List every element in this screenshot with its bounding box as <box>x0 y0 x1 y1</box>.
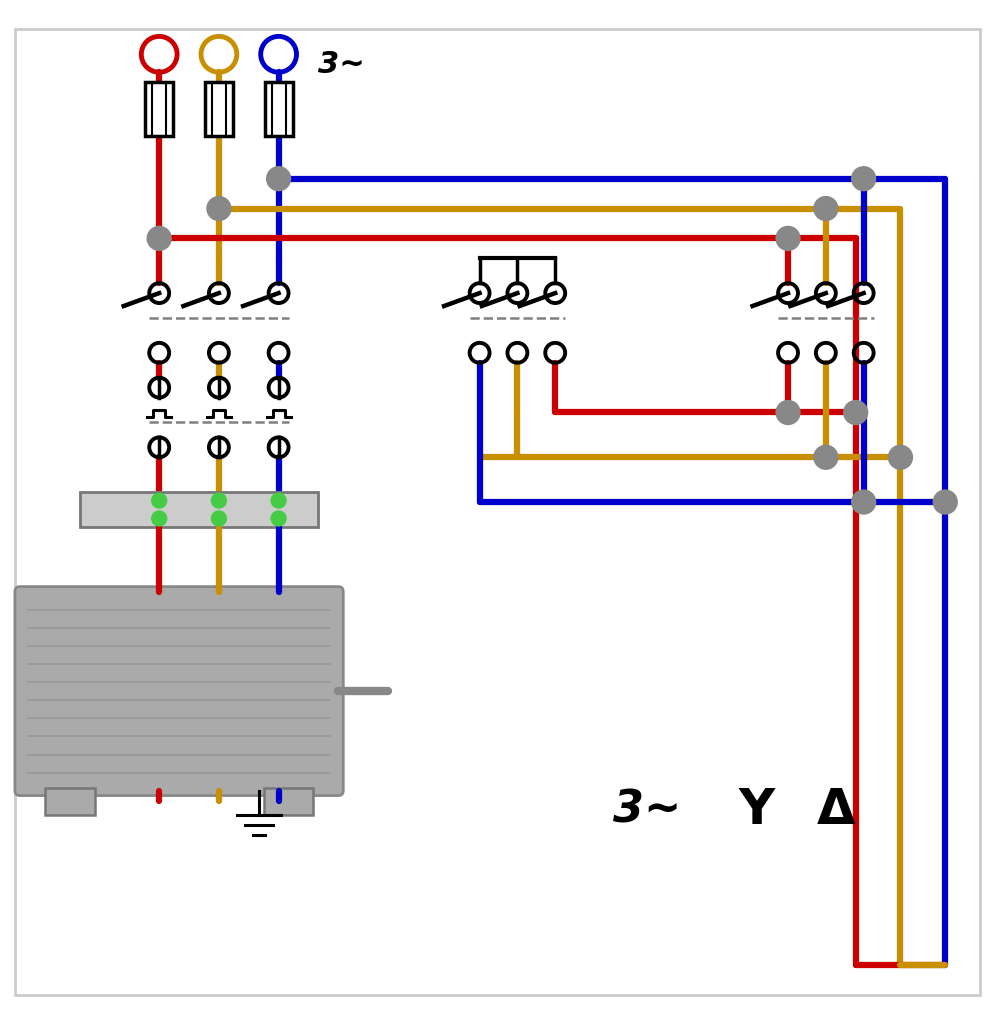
FancyBboxPatch shape <box>15 587 343 796</box>
Bar <box>264 82 292 136</box>
Text: 3~: 3~ <box>318 50 365 79</box>
Circle shape <box>775 400 799 424</box>
Bar <box>263 787 313 815</box>
Text: Υ: Υ <box>738 786 773 835</box>
Text: 3~: 3~ <box>612 790 680 831</box>
Circle shape <box>851 490 875 514</box>
Circle shape <box>888 445 911 469</box>
Circle shape <box>851 167 875 190</box>
Circle shape <box>270 511 286 526</box>
Bar <box>45 787 94 815</box>
Circle shape <box>813 197 837 220</box>
Circle shape <box>147 226 171 250</box>
Circle shape <box>270 494 286 508</box>
Circle shape <box>151 511 167 526</box>
Bar <box>145 82 173 136</box>
Circle shape <box>211 494 227 508</box>
Circle shape <box>775 226 799 250</box>
Bar <box>80 493 318 527</box>
Text: Δ: Δ <box>816 786 854 835</box>
Bar <box>205 82 233 136</box>
Circle shape <box>207 197 231 220</box>
Circle shape <box>843 400 867 424</box>
Circle shape <box>151 494 167 508</box>
Circle shape <box>932 490 956 514</box>
Circle shape <box>211 511 227 526</box>
Circle shape <box>813 445 837 469</box>
Circle shape <box>266 167 290 190</box>
